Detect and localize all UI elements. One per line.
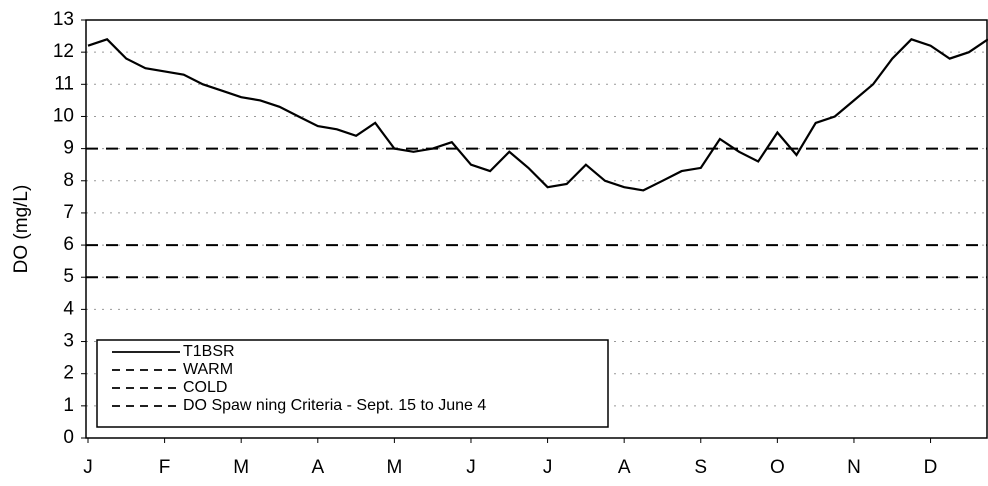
legend-box bbox=[96, 339, 609, 428]
y-tick-label: 7 bbox=[63, 202, 74, 223]
x-tick-label: J bbox=[466, 457, 476, 478]
y-tick-label: 11 bbox=[54, 73, 74, 94]
x-tick-label: J bbox=[83, 457, 93, 478]
y-tick-label: 8 bbox=[63, 170, 74, 191]
plot-frame bbox=[85, 19, 988, 439]
x-tick-label: A bbox=[618, 457, 631, 478]
x-tick-label: D bbox=[924, 457, 938, 478]
y-tick-label: 12 bbox=[53, 41, 74, 62]
y-tick-label: 9 bbox=[63, 138, 74, 159]
y-tick-label: 13 bbox=[53, 9, 74, 30]
x-tick-label: M bbox=[386, 457, 402, 478]
x-tick-label: J bbox=[543, 457, 553, 478]
x-tick-label: O bbox=[770, 457, 785, 478]
x-tick-label: A bbox=[311, 457, 324, 478]
x-tick-label: S bbox=[694, 457, 707, 478]
y-tick-label: 1 bbox=[63, 395, 74, 416]
legend-label: COLD bbox=[183, 379, 227, 396]
y-axis-label: DO (mg/L) bbox=[11, 185, 32, 274]
y-tick-label: 0 bbox=[63, 427, 74, 448]
y-tick-label: 10 bbox=[53, 105, 74, 126]
x-tick-label: M bbox=[233, 457, 249, 478]
y-tick-label: 3 bbox=[63, 331, 74, 352]
y-tick-label: 4 bbox=[63, 298, 74, 319]
y-tick-label: 6 bbox=[63, 234, 74, 255]
y-tick-label: 2 bbox=[63, 363, 74, 384]
y-tick-label: 5 bbox=[63, 266, 74, 287]
x-tick-label: N bbox=[847, 457, 861, 478]
data-line bbox=[87, 38, 988, 192]
legend-label: WARM bbox=[183, 361, 233, 378]
legend-label: T1BSR bbox=[183, 343, 235, 360]
legend-label: DO Spaw ning Criteria - Sept. 15 to June… bbox=[183, 397, 486, 414]
x-tick-label: F bbox=[159, 457, 171, 478]
